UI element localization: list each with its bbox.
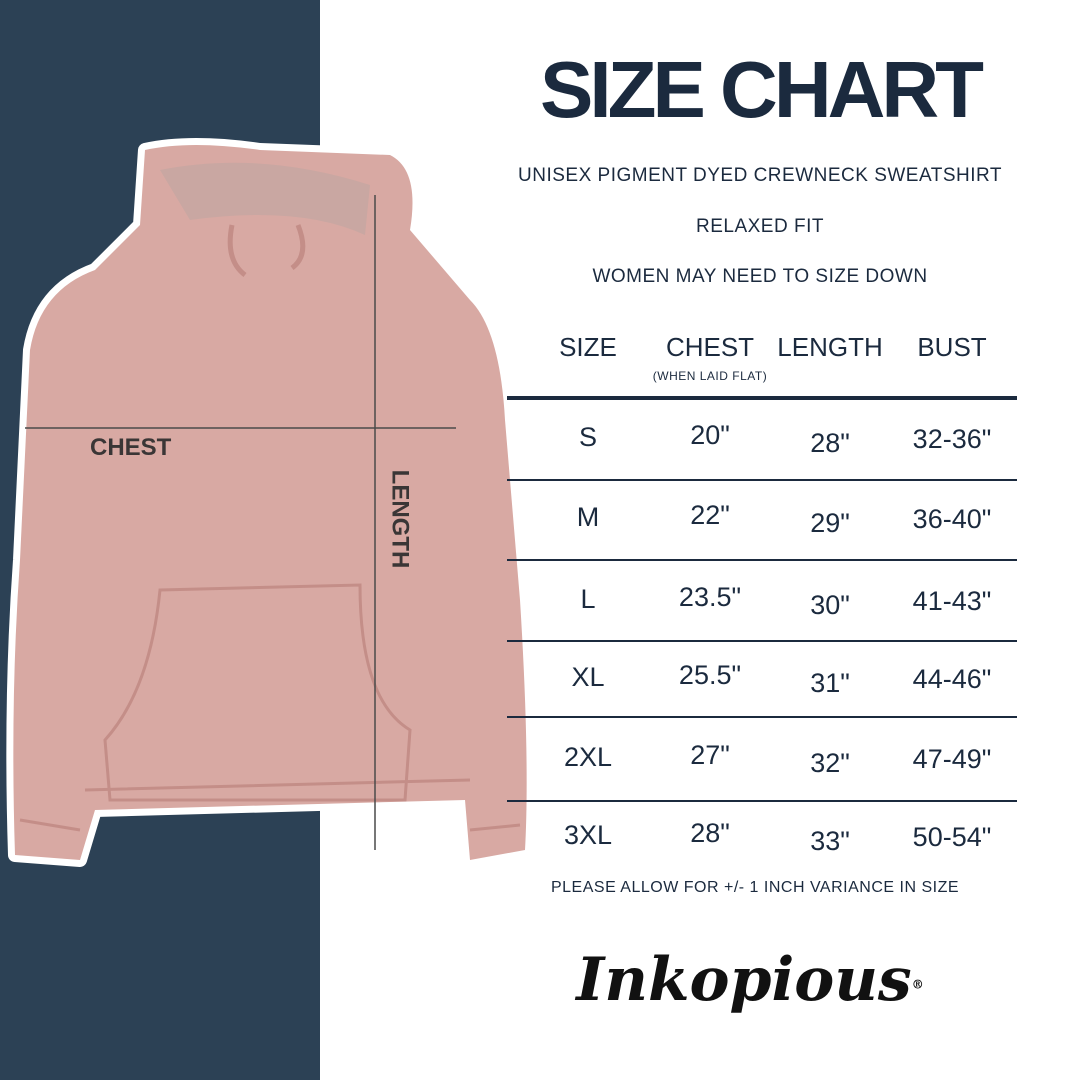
size-cell: L (580, 584, 596, 614)
variance-footnote: PLEASE ALLOW FOR +/- 1 INCH VARIANCE IN … (550, 879, 960, 896)
hoodie-image (13, 145, 527, 860)
bust-cell: 32-36" (912, 424, 992, 454)
size-cell: 3XL (563, 820, 613, 850)
row-divider (507, 559, 1017, 561)
chest-cell: 28" (690, 818, 730, 848)
length-cell: 30" (810, 590, 850, 620)
chest-label: CHEST (90, 434, 172, 461)
chest-note: (WHEN LAID FLAT) (652, 369, 768, 383)
row-divider (507, 479, 1017, 481)
hoodie-body (13, 145, 527, 860)
brand-logo: Inkopious® (576, 945, 924, 1015)
size-cell: XL (571, 662, 605, 692)
chest-cell: 22" (690, 500, 730, 530)
trademark-mark: ® (911, 977, 924, 992)
row-divider (507, 800, 1017, 802)
page-title: SIZE CHART (540, 45, 984, 134)
header-bust: BUST (917, 332, 987, 362)
bust-cell: 36-40" (912, 504, 992, 534)
size-cell: S (578, 422, 597, 452)
bust-cell: 50-54" (912, 822, 992, 852)
chest-cell: 20" (690, 420, 730, 450)
length-cell: 32" (810, 748, 850, 778)
header-chest: CHEST (665, 332, 755, 362)
bust-cell: 44-46" (912, 664, 992, 694)
size-cell: 2XL (563, 742, 613, 772)
length-cell: 31" (810, 668, 850, 698)
product-subtitle: UNISEX PIGMENT DYED CREWNECK SWEATSHIRT (518, 165, 1002, 186)
row-divider (507, 716, 1017, 718)
fit-text: RELAXED FIT (696, 216, 824, 237)
kangaroo-pocket (103, 583, 412, 802)
chest-cell: 23.5" (678, 582, 742, 612)
advice-text: WOMEN MAY NEED TO SIZE DOWN (592, 266, 928, 287)
row-divider (507, 640, 1017, 642)
length-cell: 33" (810, 826, 850, 856)
header-length: LENGTH (777, 332, 883, 362)
chest-cell: 25.5" (678, 660, 742, 690)
size-cell: M (576, 502, 600, 532)
header-divider (507, 396, 1017, 400)
length-cell: 29" (810, 508, 850, 538)
header-size: SIZE (559, 332, 617, 362)
length-cell: 28" (810, 428, 850, 458)
bust-cell: 47-49" (912, 744, 992, 774)
chest-cell: 27" (690, 740, 730, 770)
length-label: LENGTH (386, 469, 414, 569)
bust-cell: 41-43" (912, 586, 992, 616)
